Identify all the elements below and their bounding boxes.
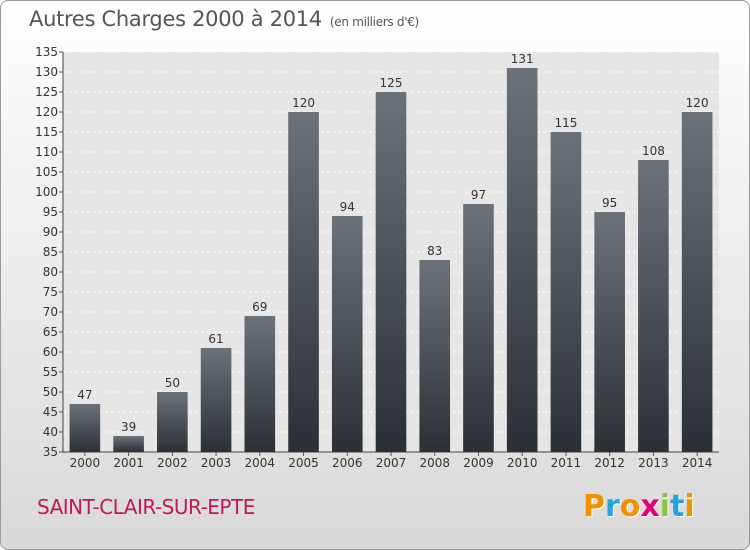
x-tick-label-2013: 2013 <box>638 456 669 470</box>
brand-letter: i <box>659 489 671 524</box>
brand-letter: i <box>684 489 695 524</box>
proxiti-logo: Proxiti <box>583 489 695 524</box>
x-tick-label-2005: 2005 <box>288 456 319 470</box>
y-tick-label: 125 <box>35 85 58 99</box>
y-tick-label: 85 <box>43 245 58 259</box>
bar-2006 <box>331 216 363 452</box>
data-label-2005: 120 <box>292 96 315 110</box>
data-label-2004: 69 <box>252 300 267 314</box>
x-tick-label-2004: 2004 <box>245 456 276 470</box>
x-tick-label-2000: 2000 <box>70 456 101 470</box>
bar-2007 <box>375 92 407 452</box>
bar-2005 <box>288 112 319 452</box>
x-tick-label-2011: 2011 <box>551 456 582 470</box>
y-tick-label: 50 <box>43 385 58 399</box>
bar-2004 <box>244 316 276 452</box>
x-tick-label-2010: 2010 <box>507 456 538 470</box>
y-tick-label: 105 <box>35 165 58 179</box>
bar-2011 <box>550 132 582 452</box>
y-tick-label: 100 <box>35 185 58 199</box>
y-tick-label: 135 <box>35 45 58 59</box>
brand-letter: t <box>670 489 685 524</box>
y-tick-label: 130 <box>35 65 58 79</box>
bar-2009 <box>463 204 494 452</box>
y-tick-label: 75 <box>43 285 58 299</box>
bar-2000 <box>69 404 101 452</box>
x-tick-label-2002: 2002 <box>157 456 188 470</box>
y-tick-label: 120 <box>35 105 58 119</box>
bar-2002 <box>157 392 188 452</box>
chart-title: Autres Charges 2000 à 2014 (en milliers d… <box>29 7 419 31</box>
x-tick-label-2012: 2012 <box>594 456 625 470</box>
x-tick-label-2001: 2001 <box>113 456 144 470</box>
data-label-2008: 83 <box>427 244 442 258</box>
bar-2001 <box>113 436 144 452</box>
x-tick-label-2006: 2006 <box>332 456 363 470</box>
y-tick-label: 35 <box>43 445 58 459</box>
y-tick-label: 40 <box>43 425 58 439</box>
data-label-2001: 39 <box>121 420 136 434</box>
brand-letter: x <box>640 489 660 524</box>
data-label-2010: 131 <box>511 52 534 66</box>
x-tick-label-2007: 2007 <box>376 456 407 470</box>
commune-name: SAINT-CLAIR-SUR-EPTE <box>37 495 255 519</box>
bar-2003 <box>200 348 232 452</box>
data-label-2000: 47 <box>77 388 92 402</box>
x-tick-label-2008: 2008 <box>419 456 450 470</box>
data-label-2011: 115 <box>554 116 577 130</box>
bar-2014 <box>681 112 713 452</box>
data-label-2006: 94 <box>340 200 355 214</box>
y-tick-label: 110 <box>35 145 58 159</box>
data-label-2009: 97 <box>471 188 486 202</box>
y-tick-label: 55 <box>43 365 58 379</box>
brand-letter: r <box>605 489 620 524</box>
y-tick-label: 65 <box>43 325 58 339</box>
data-label-2014: 120 <box>686 96 709 110</box>
data-label-2007: 125 <box>380 76 403 90</box>
y-tick-label: 115 <box>35 125 58 139</box>
brand-letter: o <box>619 489 641 524</box>
chart-unit-note: (en milliers d'€) <box>329 15 419 29</box>
y-tick-label: 90 <box>43 225 58 239</box>
data-label-2013: 108 <box>642 144 665 158</box>
data-label-2002: 50 <box>165 376 180 390</box>
data-label-2012: 95 <box>602 196 617 210</box>
x-tick-label-2003: 2003 <box>201 456 232 470</box>
bar-2010 <box>506 68 538 452</box>
y-tick-label: 45 <box>43 405 58 419</box>
y-tick-label: 95 <box>43 205 58 219</box>
bar-2012 <box>594 212 625 452</box>
x-tick-label-2009: 2009 <box>463 456 494 470</box>
brand-letter: P <box>583 489 605 524</box>
bar-2008 <box>419 260 451 452</box>
y-tick-label: 60 <box>43 345 58 359</box>
bar-2013 <box>638 160 669 452</box>
y-tick-label: 70 <box>43 305 58 319</box>
data-label-2003: 61 <box>208 332 223 346</box>
chart-title-text: Autres Charges 2000 à 2014 <box>29 7 322 31</box>
y-tick-label: 80 <box>43 265 58 279</box>
x-tick-label-2014: 2014 <box>682 456 713 470</box>
